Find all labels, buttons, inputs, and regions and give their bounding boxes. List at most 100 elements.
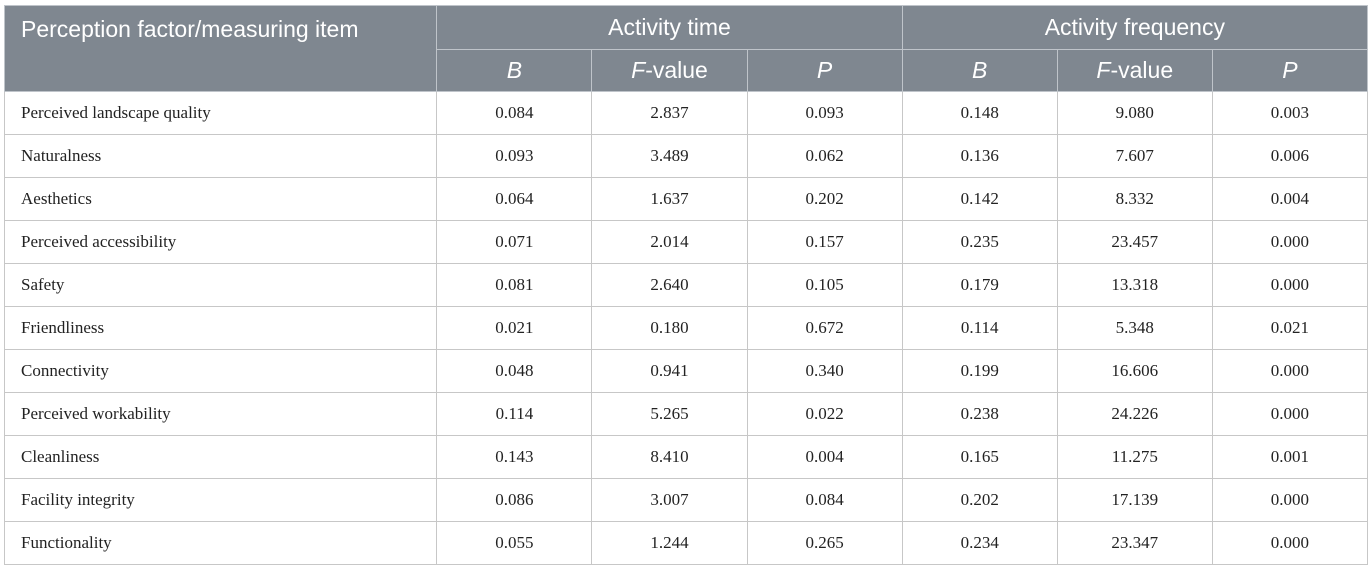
table-row: Naturalness 0.093 3.489 0.062 0.136 7.60… [3, 134, 1369, 178]
cell-frequency-p: 0.000 [1211, 521, 1369, 565]
table-row: Facility integrity 0.086 3.007 0.084 0.2… [3, 478, 1369, 522]
cell-frequency-p: 0.000 [1211, 263, 1369, 307]
table-row: Perceived workability 0.114 5.265 0.022 … [3, 392, 1369, 436]
cell-time-p: 0.157 [746, 220, 903, 264]
header-group-activity-frequency: Activity frequency [901, 5, 1369, 50]
row-label: Perceived workability [3, 392, 438, 436]
cell-time-p: 0.004 [746, 435, 903, 479]
cell-time-f-value: 3.007 [591, 478, 748, 522]
header-time-b: B [436, 49, 593, 92]
table-row: Aesthetics 0.064 1.637 0.202 0.142 8.332… [3, 177, 1369, 221]
cell-time-p: 0.202 [746, 177, 903, 221]
cell-frequency-b: 0.142 [901, 177, 1058, 221]
table-row: Friendliness 0.021 0.180 0.672 0.114 5.3… [3, 306, 1369, 350]
header-frequency-p: P [1211, 49, 1369, 92]
cell-frequency-b: 0.202 [901, 478, 1058, 522]
header-time-p: P [746, 49, 903, 92]
cell-time-b: 0.143 [436, 435, 593, 479]
cell-frequency-p: 0.000 [1211, 478, 1369, 522]
header-time-f-value: F-value [591, 49, 748, 92]
cell-time-p: 0.340 [746, 349, 903, 393]
cell-frequency-f-value: 7.607 [1056, 134, 1213, 178]
table-row: Perceived landscape quality 0.084 2.837 … [3, 91, 1369, 135]
cell-time-f-value: 0.941 [591, 349, 748, 393]
table-row: Connectivity 0.048 0.941 0.340 0.199 16.… [3, 349, 1369, 393]
table-row: Perceived accessibility 0.071 2.014 0.15… [3, 220, 1369, 264]
header-row-groups: Perception factor/measuring item Activit… [3, 5, 1369, 92]
cell-frequency-b: 0.165 [901, 435, 1058, 479]
cell-time-b: 0.055 [436, 521, 593, 565]
results-table: Perception factor/measuring item Activit… [3, 5, 1369, 565]
cell-frequency-b: 0.136 [901, 134, 1058, 178]
cell-time-b: 0.081 [436, 263, 593, 307]
cell-time-f-value: 3.489 [591, 134, 748, 178]
row-label: Aesthetics [3, 177, 438, 221]
row-label: Functionality [3, 521, 438, 565]
cell-time-f-value: 8.410 [591, 435, 748, 479]
cell-time-f-value: 2.014 [591, 220, 748, 264]
row-label: Cleanliness [3, 435, 438, 479]
row-label: Connectivity [3, 349, 438, 393]
cell-time-p: 0.084 [746, 478, 903, 522]
cell-frequency-b: 0.114 [901, 306, 1058, 350]
cell-frequency-p: 0.000 [1211, 392, 1369, 436]
cell-frequency-b: 0.234 [901, 521, 1058, 565]
cell-time-f-value: 1.637 [591, 177, 748, 221]
cell-time-p: 0.093 [746, 91, 903, 135]
row-label: Naturalness [3, 134, 438, 178]
cell-time-p: 0.062 [746, 134, 903, 178]
table-header: Perception factor/measuring item Activit… [3, 5, 1369, 92]
cell-time-b: 0.114 [436, 392, 593, 436]
row-label: Perceived landscape quality [3, 91, 438, 135]
cell-time-b: 0.048 [436, 349, 593, 393]
cell-time-f-value: 2.640 [591, 263, 748, 307]
cell-frequency-f-value: 11.275 [1056, 435, 1213, 479]
cell-frequency-f-value: 24.226 [1056, 392, 1213, 436]
cell-frequency-f-value: 17.139 [1056, 478, 1213, 522]
cell-time-b: 0.086 [436, 478, 593, 522]
cell-frequency-p: 0.000 [1211, 349, 1369, 393]
cell-time-b: 0.093 [436, 134, 593, 178]
cell-frequency-p: 0.021 [1211, 306, 1369, 350]
cell-time-f-value: 2.837 [591, 91, 748, 135]
cell-frequency-b: 0.235 [901, 220, 1058, 264]
cell-frequency-p: 0.000 [1211, 220, 1369, 264]
table-row: Cleanliness 0.143 8.410 0.004 0.165 11.2… [3, 435, 1369, 479]
cell-frequency-f-value: 5.348 [1056, 306, 1213, 350]
row-label: Safety [3, 263, 438, 307]
table-row: Functionality 0.055 1.244 0.265 0.234 23… [3, 521, 1369, 565]
cell-time-f-value: 5.265 [591, 392, 748, 436]
cell-frequency-f-value: 8.332 [1056, 177, 1213, 221]
header-row-stats: B F-value P B F-value P [5, 49, 1369, 92]
cell-frequency-b: 0.199 [901, 349, 1058, 393]
cell-frequency-p: 0.001 [1211, 435, 1369, 479]
header-perception-factor: Perception factor/measuring item [3, 5, 438, 92]
row-label: Friendliness [3, 306, 438, 350]
cell-time-b: 0.064 [436, 177, 593, 221]
cell-time-p: 0.265 [746, 521, 903, 565]
cell-time-p: 0.672 [746, 306, 903, 350]
cell-frequency-f-value: 16.606 [1056, 349, 1213, 393]
row-label: Facility integrity [3, 478, 438, 522]
cell-time-p: 0.022 [746, 392, 903, 436]
table-row: Safety 0.081 2.640 0.105 0.179 13.318 0.… [3, 263, 1369, 307]
cell-frequency-b: 0.179 [901, 263, 1058, 307]
cell-time-f-value: 1.244 [591, 521, 748, 565]
cell-frequency-p: 0.006 [1211, 134, 1369, 178]
cell-time-b: 0.084 [436, 91, 593, 135]
header-frequency-f-value: F-value [1056, 49, 1213, 92]
cell-time-p: 0.105 [746, 263, 903, 307]
row-label: Perceived accessibility [3, 220, 438, 264]
cell-frequency-b: 0.238 [901, 392, 1058, 436]
cell-frequency-p: 0.003 [1211, 91, 1369, 135]
table-body: Perceived landscape quality 0.084 2.837 … [3, 91, 1369, 565]
cell-frequency-f-value: 13.318 [1056, 263, 1213, 307]
header-group-activity-time: Activity time [436, 5, 903, 50]
cell-time-b: 0.021 [436, 306, 593, 350]
header-frequency-b: B [901, 49, 1058, 92]
cell-frequency-f-value: 23.457 [1056, 220, 1213, 264]
cell-frequency-b: 0.148 [901, 91, 1058, 135]
cell-frequency-f-value: 9.080 [1056, 91, 1213, 135]
cell-time-b: 0.071 [436, 220, 593, 264]
cell-frequency-p: 0.004 [1211, 177, 1369, 221]
